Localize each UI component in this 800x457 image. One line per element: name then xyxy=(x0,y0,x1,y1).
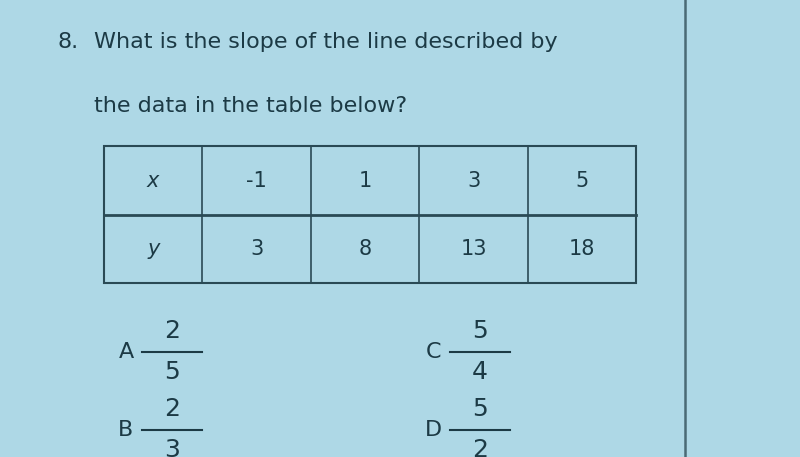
Text: y: y xyxy=(147,239,159,259)
Text: 8: 8 xyxy=(358,239,372,259)
Text: 3: 3 xyxy=(164,438,180,457)
Text: 2: 2 xyxy=(472,438,488,457)
Bar xyxy=(104,146,636,283)
Text: B: B xyxy=(118,420,134,440)
Text: 1: 1 xyxy=(358,170,372,191)
Text: 3: 3 xyxy=(250,239,263,259)
Text: What is the slope of the line described by: What is the slope of the line described … xyxy=(94,32,558,52)
Text: x: x xyxy=(147,170,159,191)
Text: 4: 4 xyxy=(472,361,488,384)
Text: 5: 5 xyxy=(164,361,180,384)
Text: C: C xyxy=(426,342,442,362)
Text: D: D xyxy=(425,420,442,440)
Text: 18: 18 xyxy=(569,239,595,259)
Text: the data in the table below?: the data in the table below? xyxy=(94,96,407,116)
Text: 5: 5 xyxy=(575,170,589,191)
Text: 8.: 8. xyxy=(58,32,78,52)
Text: 13: 13 xyxy=(461,239,487,259)
Text: -1: -1 xyxy=(246,170,267,191)
Text: 2: 2 xyxy=(164,397,180,421)
Text: 5: 5 xyxy=(472,319,488,343)
Text: 3: 3 xyxy=(467,170,480,191)
Text: A: A xyxy=(118,342,134,362)
Text: 2: 2 xyxy=(164,319,180,343)
Text: 5: 5 xyxy=(472,397,488,421)
